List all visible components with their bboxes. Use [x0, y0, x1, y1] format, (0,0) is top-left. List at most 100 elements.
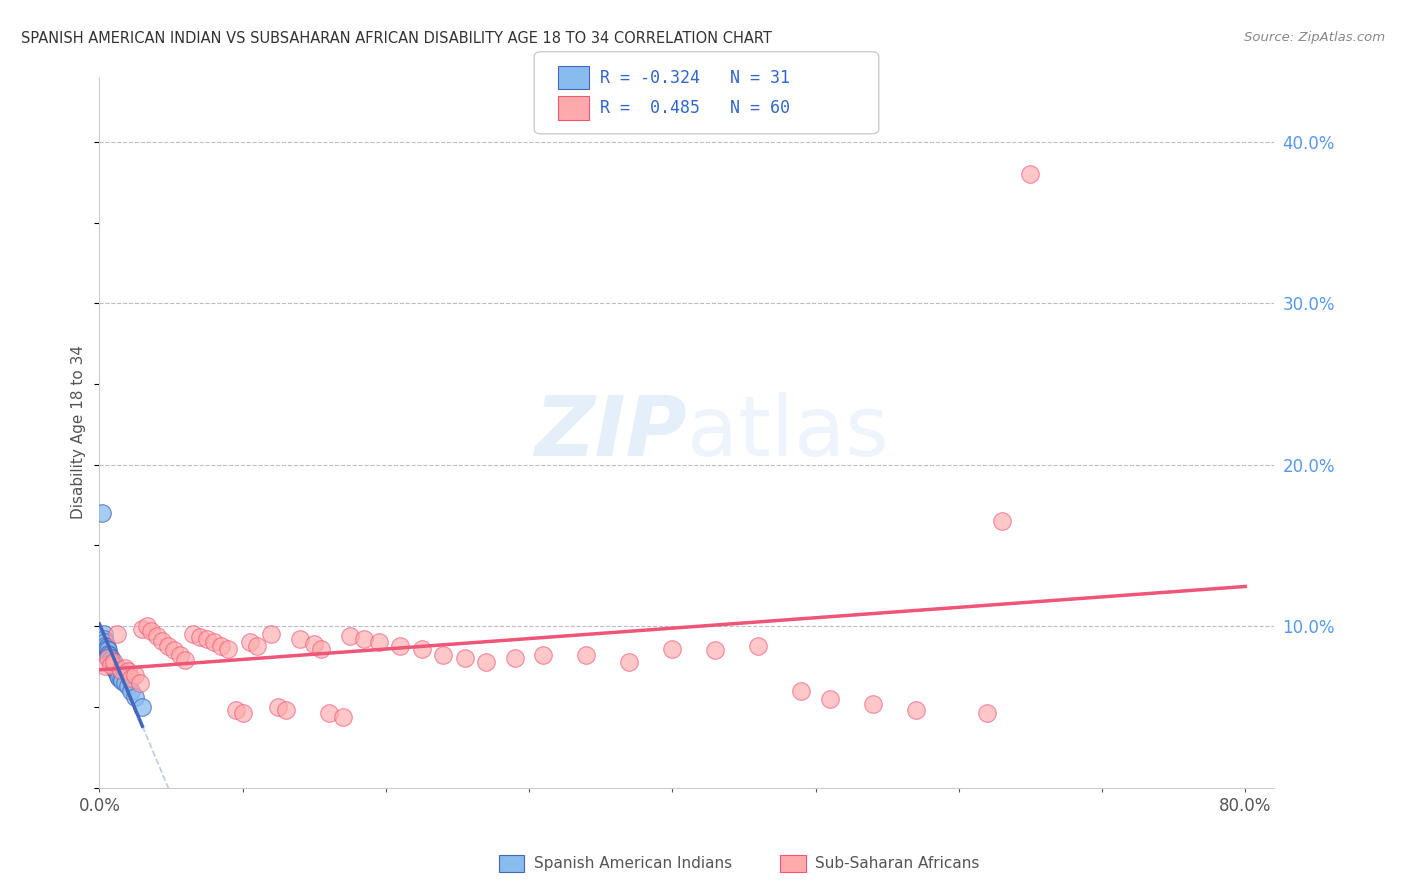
Point [367, 635, 389, 649]
Point [124, 690, 146, 705]
Point [103, 659, 125, 673]
Text: Spanish American Indians: Spanish American Indians [534, 856, 733, 871]
Point [98, 649, 121, 664]
Point [100, 651, 122, 665]
Point [790, 683, 813, 698]
Point [111, 673, 134, 688]
Point [619, 655, 641, 669]
Text: Source: ZipAtlas.com: Source: ZipAtlas.com [1244, 31, 1385, 45]
Point [976, 706, 998, 721]
Point [209, 639, 232, 653]
Point [93, 627, 115, 641]
Point [107, 667, 129, 681]
Point [101, 657, 124, 671]
Point [224, 703, 246, 717]
Point [533, 648, 555, 663]
Point [100, 653, 122, 667]
Point [104, 663, 127, 677]
Point [114, 661, 136, 675]
Point [108, 671, 131, 685]
Point [94, 639, 117, 653]
Point [98, 648, 121, 663]
Point [105, 665, 128, 679]
Point [747, 639, 769, 653]
Point [117, 665, 139, 679]
Point [103, 655, 125, 669]
Point [157, 639, 180, 653]
Point [181, 627, 204, 641]
Y-axis label: Disability Age 18 to 34: Disability Age 18 to 34 [72, 345, 86, 519]
Point [304, 637, 326, 651]
Point [105, 665, 128, 680]
Point [503, 651, 526, 665]
Text: atlas: atlas [686, 392, 889, 473]
Point [100, 657, 122, 672]
Point [246, 639, 269, 653]
Point [110, 673, 132, 687]
Point [174, 653, 197, 667]
Point [202, 635, 225, 649]
Point [353, 632, 375, 646]
Text: SPANISH AMERICAN INDIAN VS SUBSAHARAN AFRICAN DISABILITY AGE 18 TO 34 CORRELATIO: SPANISH AMERICAN INDIAN VS SUBSAHARAN AF… [21, 31, 772, 46]
Point [267, 699, 290, 714]
Text: R =  0.485   N = 60: R = 0.485 N = 60 [600, 99, 790, 117]
Point [862, 697, 884, 711]
Point [94, 659, 117, 673]
Point [105, 627, 128, 641]
Point [991, 514, 1014, 528]
Point [318, 706, 340, 721]
Point [96, 641, 118, 656]
Point [139, 624, 162, 638]
Text: ZIP: ZIP [534, 392, 686, 473]
Point [232, 706, 254, 721]
Point [114, 675, 136, 690]
Point [152, 633, 174, 648]
Point [339, 629, 361, 643]
Text: R = -0.324   N = 31: R = -0.324 N = 31 [600, 69, 790, 87]
Point [288, 632, 311, 646]
Point [163, 643, 186, 657]
Point [332, 709, 354, 723]
Point [818, 691, 841, 706]
Point [188, 631, 211, 645]
Point [904, 703, 927, 717]
Point [432, 648, 454, 663]
Point [124, 667, 146, 681]
Point [97, 647, 120, 661]
Point [97, 643, 120, 657]
Point [120, 671, 142, 685]
Point [103, 657, 125, 672]
Point [117, 679, 139, 693]
Point [475, 655, 498, 669]
Point [91, 506, 114, 520]
Point [128, 675, 150, 690]
Point [104, 661, 127, 675]
Point [145, 629, 167, 643]
Point [704, 643, 727, 657]
Point [96, 640, 118, 654]
Point [217, 641, 239, 656]
Point [97, 651, 120, 665]
Point [311, 641, 333, 656]
Point [107, 669, 129, 683]
Point [274, 703, 297, 717]
Point [195, 632, 218, 646]
Point [110, 663, 132, 677]
Point [94, 635, 117, 649]
Point [239, 635, 262, 649]
Point [135, 619, 157, 633]
Point [169, 648, 191, 663]
Point [131, 699, 153, 714]
Point [260, 627, 283, 641]
Point [389, 639, 412, 653]
Point [411, 641, 433, 656]
Point [575, 648, 598, 663]
Point [93, 632, 115, 646]
Point [131, 623, 153, 637]
Text: Sub-Saharan Africans: Sub-Saharan Africans [815, 856, 980, 871]
Point [661, 641, 683, 656]
Point [1019, 167, 1042, 181]
Point [101, 655, 124, 669]
Point [120, 683, 142, 698]
Point [453, 651, 475, 665]
